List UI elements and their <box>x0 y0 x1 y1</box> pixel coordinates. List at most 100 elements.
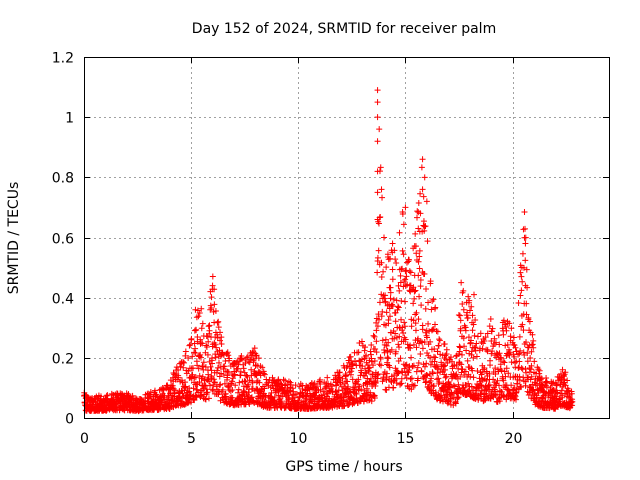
data-point <box>266 376 273 383</box>
data-point <box>407 375 414 382</box>
data-point <box>198 305 205 312</box>
data-point <box>376 126 383 133</box>
data-point <box>396 344 402 351</box>
data-point <box>387 295 394 302</box>
data-point <box>228 381 235 388</box>
data-point <box>196 310 203 317</box>
data-point <box>198 325 205 332</box>
data-point <box>500 331 507 338</box>
data-point <box>415 225 422 232</box>
data-point <box>194 333 201 340</box>
data-point <box>220 371 227 378</box>
x-tick-label: 5 <box>187 431 196 447</box>
data-point <box>225 383 231 390</box>
data-point <box>414 214 420 221</box>
data-point <box>182 383 189 390</box>
data-point <box>510 334 517 341</box>
data-point <box>257 372 264 379</box>
data-point <box>169 382 176 389</box>
data-point <box>392 256 399 263</box>
x-tick-label: 20 <box>505 431 523 447</box>
data-point <box>348 368 355 375</box>
data-point <box>457 317 464 324</box>
data-point <box>508 359 515 366</box>
data-point <box>180 358 186 365</box>
data-point <box>484 346 491 353</box>
data-point <box>194 386 201 393</box>
data-point <box>415 316 422 323</box>
data-point <box>458 279 465 286</box>
data-point <box>408 323 415 330</box>
data-point <box>522 234 529 241</box>
data-point <box>374 189 381 196</box>
data-point <box>236 379 243 386</box>
data-point <box>188 335 195 342</box>
data-point <box>242 378 249 385</box>
data-point <box>421 174 428 181</box>
data-point <box>417 283 424 290</box>
data-point <box>324 374 331 381</box>
data-point <box>211 286 218 293</box>
data-point <box>233 366 240 373</box>
data-point <box>396 287 403 294</box>
data-point <box>196 379 203 386</box>
data-point <box>224 349 231 356</box>
data-point <box>380 268 387 275</box>
data-point <box>244 373 251 380</box>
data-point <box>487 315 494 322</box>
data-point <box>212 341 219 348</box>
data-point <box>207 382 213 389</box>
data-point <box>240 389 247 396</box>
data-point <box>253 398 260 405</box>
data-point <box>275 376 282 383</box>
data-point <box>190 365 197 372</box>
data-point <box>377 355 384 362</box>
y-tick-label: 0.2 <box>52 352 74 368</box>
data-point <box>417 351 424 358</box>
data-point <box>471 332 478 339</box>
data-point <box>218 341 225 348</box>
data-point <box>517 292 524 299</box>
data-point <box>374 254 381 261</box>
data-point <box>373 327 380 334</box>
data-point <box>215 324 222 331</box>
data-point <box>295 399 302 406</box>
data-point <box>389 240 396 247</box>
data-point <box>181 384 188 391</box>
data-point <box>147 388 154 395</box>
data-point <box>387 289 394 296</box>
data-point <box>487 357 494 364</box>
data-point <box>436 337 443 344</box>
data-point <box>529 341 536 348</box>
data-point <box>256 379 263 386</box>
data-point <box>408 375 415 382</box>
data-point <box>402 204 409 211</box>
data-point <box>205 323 212 330</box>
data-point <box>385 316 392 323</box>
data-point <box>197 351 204 358</box>
data-point <box>248 366 255 373</box>
data-point <box>518 273 525 280</box>
data-point <box>240 365 247 372</box>
data-point <box>237 368 244 375</box>
data-point <box>530 337 537 344</box>
data-point <box>249 349 256 356</box>
data-point <box>400 329 407 336</box>
data-point <box>261 371 268 378</box>
y-axis-label: SRMTID / TECUs <box>6 182 22 295</box>
data-point <box>214 367 221 374</box>
data-point <box>270 397 277 404</box>
data-point <box>180 364 187 371</box>
data-point <box>229 387 236 394</box>
data-point <box>172 387 179 394</box>
data-point <box>420 218 427 225</box>
data-point <box>455 312 462 319</box>
data-point <box>158 399 165 406</box>
data-point <box>292 382 299 389</box>
data-point <box>235 389 242 396</box>
data-point <box>274 382 281 389</box>
data-point <box>185 355 192 362</box>
data-point <box>193 381 200 388</box>
data-point <box>200 359 207 366</box>
